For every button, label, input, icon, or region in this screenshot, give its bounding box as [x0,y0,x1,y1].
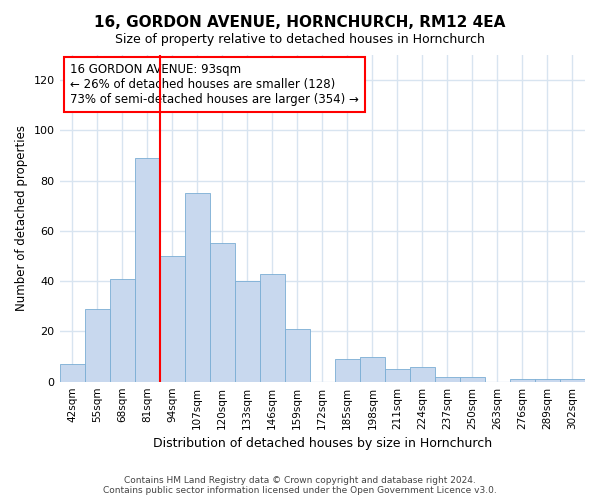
Text: Size of property relative to detached houses in Hornchurch: Size of property relative to detached ho… [115,32,485,46]
Bar [460,376,485,382]
Text: 16, GORDON AVENUE, HORNCHURCH, RM12 4EA: 16, GORDON AVENUE, HORNCHURCH, RM12 4EA [94,15,506,30]
Bar [110,278,134,382]
Bar [560,379,585,382]
Bar [335,359,360,382]
Bar [85,309,110,382]
Bar [510,379,535,382]
Bar [160,256,185,382]
X-axis label: Distribution of detached houses by size in Hornchurch: Distribution of detached houses by size … [153,437,492,450]
Bar [285,329,310,382]
Bar [435,376,460,382]
Bar [59,364,85,382]
Bar [410,366,435,382]
Bar [360,356,385,382]
Y-axis label: Number of detached properties: Number of detached properties [15,126,28,312]
Bar [535,379,560,382]
Bar [235,281,260,382]
Bar [260,274,285,382]
Bar [185,193,209,382]
Text: 16 GORDON AVENUE: 93sqm
← 26% of detached houses are smaller (128)
73% of semi-d: 16 GORDON AVENUE: 93sqm ← 26% of detache… [70,63,359,106]
Bar [134,158,160,382]
Bar [209,244,235,382]
Bar [385,369,410,382]
Text: Contains HM Land Registry data © Crown copyright and database right 2024.
Contai: Contains HM Land Registry data © Crown c… [103,476,497,495]
